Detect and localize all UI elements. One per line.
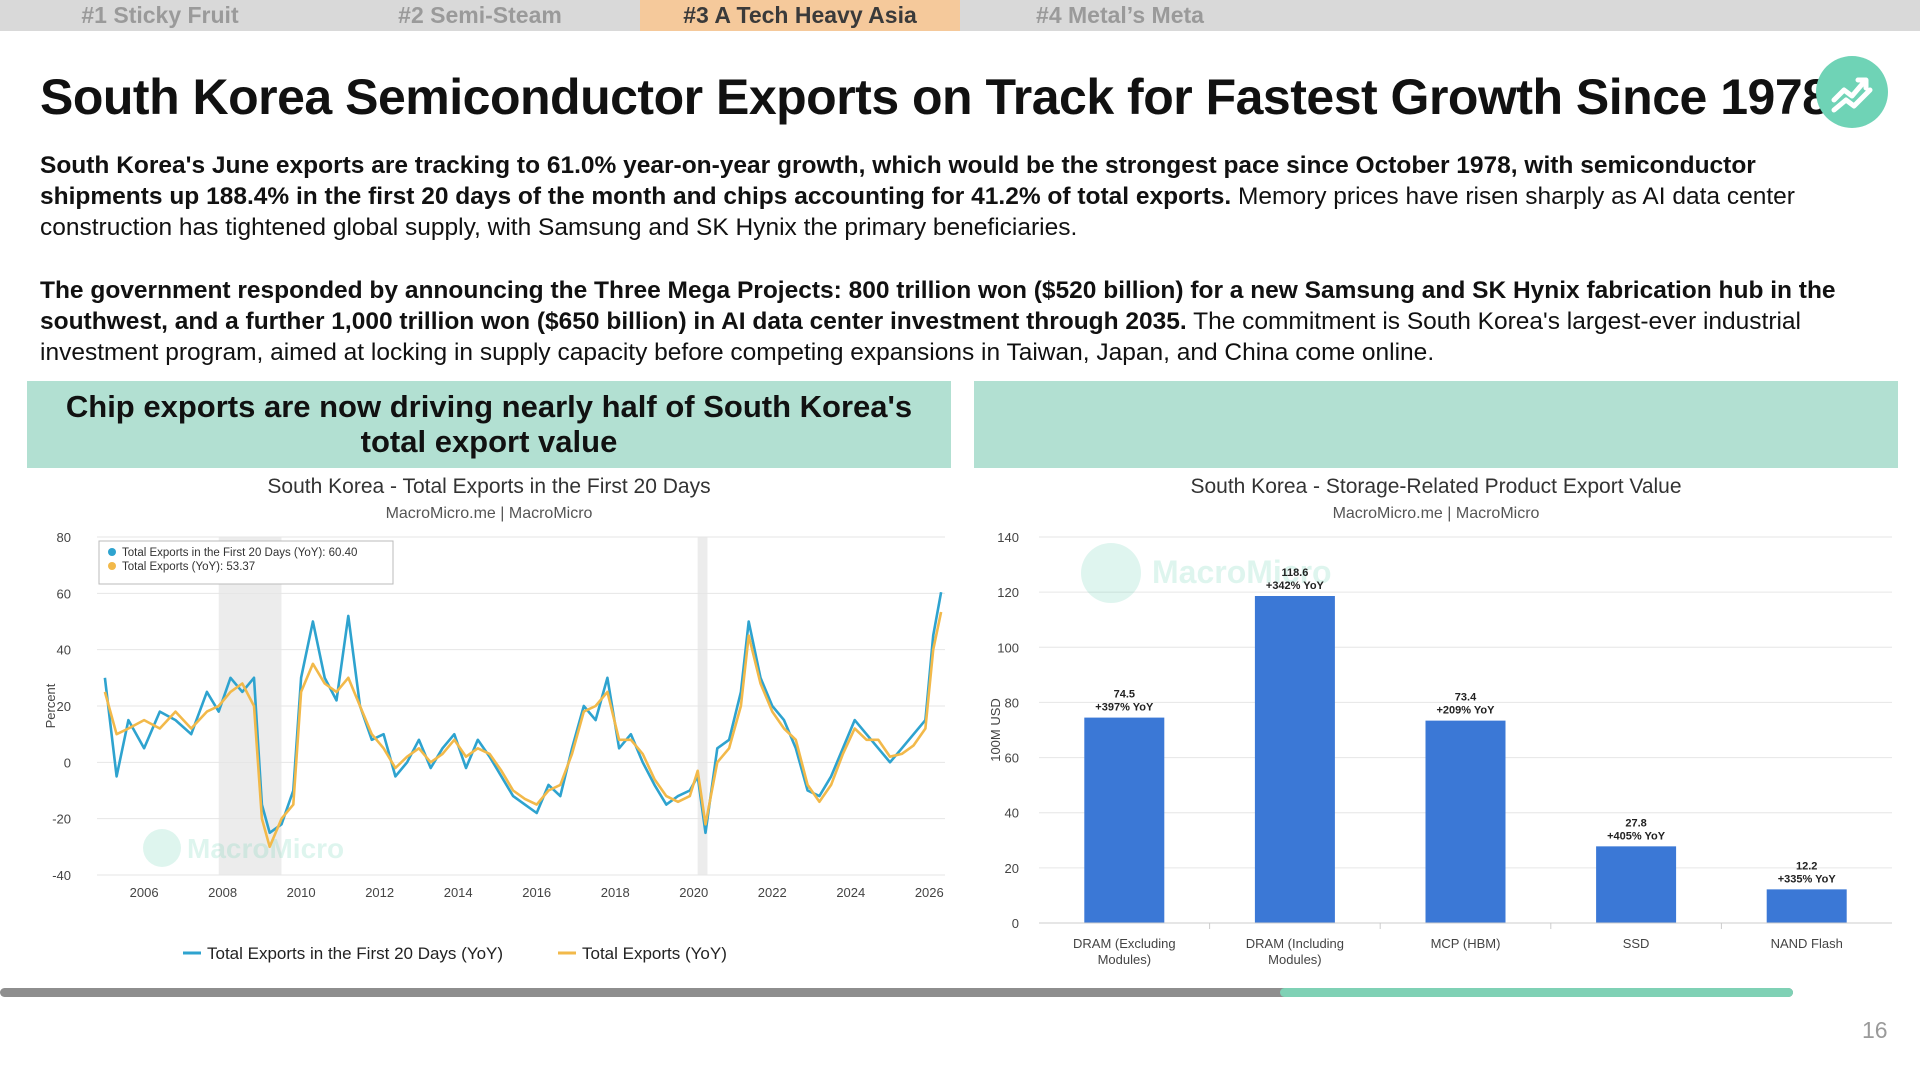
bar-yoy-label: +209% YoY	[1437, 705, 1496, 717]
paragraph-1-bold: South Korea's June exports are tracking …	[40, 152, 1756, 210]
x-category-label: Modules)	[1098, 952, 1151, 967]
bar	[1425, 720, 1506, 923]
y-tick-label: 100	[997, 640, 1019, 655]
x-category-label: MCP (HBM)	[1431, 936, 1501, 951]
y-tick-label: 80	[1005, 695, 1019, 710]
x-category-label: SSD	[1623, 936, 1650, 951]
x-tick-label: 2022	[758, 885, 787, 900]
page-number: 16	[1862, 1017, 1888, 1043]
line-chart-title: South Korea - Total Exports in the First…	[267, 475, 711, 498]
paragraph-2-text: The commitment is South Korea's largest-…	[40, 308, 1801, 366]
slide-progress-track	[0, 988, 1793, 997]
x-tick-label: 2010	[287, 885, 316, 900]
series-line-2	[103, 611, 943, 849]
left-panel-banner: Chip exports are now driving nearly half…	[27, 381, 951, 468]
x-category-label: Modules)	[1268, 952, 1321, 967]
tab-sticky-fruit[interactable]: #1 Sticky Fruit	[81, 2, 239, 28]
y-tick-label: 40	[1005, 806, 1019, 821]
y-tick-label: 20	[1005, 861, 1019, 876]
x-tick-label: 2020	[679, 885, 708, 900]
x-category-label: NAND Flash	[1771, 936, 1843, 951]
y-tick-label: 120	[997, 585, 1019, 600]
y-tick-label: 80	[57, 530, 71, 545]
paragraph-1-text: Memory prices have risen sharply as AI d…	[40, 183, 1795, 241]
page-title: South Korea Semiconductor Exports on Tra…	[40, 69, 1830, 125]
bar-yoy-label: +397% YoY	[1095, 702, 1154, 714]
bar-yoy-label: +405% YoY	[1607, 830, 1666, 842]
legend-box-frame	[98, 540, 394, 585]
watermark-label: MacroMicro	[187, 833, 344, 864]
y-axis-label: 100M USD	[988, 698, 1003, 762]
y-tick-label: 40	[57, 643, 71, 658]
legend-dot	[108, 548, 116, 556]
intro-paragraph-2: The government responded by announcing t…	[40, 275, 1885, 368]
line-chart-subtitle: MacroMicro.me | MacroMicro	[385, 505, 593, 522]
bar	[1596, 846, 1677, 923]
x-tick-label: 2026	[915, 885, 944, 900]
legend-entry: Total Exports (YoY)	[582, 944, 727, 963]
x-tick-label: 2006	[130, 885, 159, 900]
bar-chart: 140 120 100 80 60 40 20 0 100M USD MacroMicro 74.5…	[988, 530, 1892, 967]
line-chart: 80 60 40 20 0 -20 -40 2006 2008 2010 2012 2014 2016 2…	[43, 530, 945, 963]
chart-legend-box: Total Exports in the First 20 Days (YoY)…	[98, 540, 394, 585]
bar-value-label: 118.6	[1281, 567, 1308, 579]
y-tick-label: -40	[52, 868, 71, 883]
bar-yoy-label: +342% YoY	[1266, 580, 1325, 592]
watermark-label: MacroMicro	[1152, 554, 1332, 590]
bar-value-label: 73.4	[1455, 692, 1477, 704]
y-tick-label: 140	[997, 530, 1019, 545]
tab-tech-heavy-asia[interactable]: #3 A Tech Heavy Asia	[640, 0, 960, 31]
tab-semi-steam[interactable]: #2 Semi-Steam	[398, 2, 562, 28]
right-panel-banner	[974, 381, 1898, 468]
bar	[1766, 889, 1847, 923]
macromicro-chart-icon	[1816, 56, 1888, 128]
tab-metals-meta[interactable]: #4 Metal’s Meta	[1036, 2, 1204, 28]
bar-value-label: 27.8	[1625, 817, 1646, 829]
y-tick-label: 0	[1012, 916, 1019, 931]
legend-box-entry: Total Exports in the First 20 Days (YoY)…	[122, 547, 357, 559]
bar	[1254, 596, 1335, 923]
x-category-label: DRAM (Excluding	[1073, 936, 1176, 951]
y-tick-label: 60	[1005, 751, 1019, 766]
x-category-label: DRAM (Including	[1246, 936, 1344, 951]
intro-paragraph-1: South Korea's June exports are tracking …	[40, 150, 1885, 243]
macromicro-watermark-icon	[143, 829, 181, 867]
bar-chart-subtitle: MacroMicro.me | MacroMicro	[1332, 505, 1540, 522]
y-tick-label: 60	[57, 586, 71, 601]
y-axis-label: Percent	[43, 683, 58, 728]
x-tick-label: 2008	[208, 885, 237, 900]
bar-value-label: 12.2	[1796, 860, 1817, 872]
bar	[1084, 717, 1165, 923]
x-tick-label: 2012	[365, 885, 394, 900]
y-tick-label: -20	[52, 812, 71, 827]
y-tick-label: 20	[57, 699, 71, 714]
macromicro-watermark: MacroMicro	[143, 829, 344, 867]
x-tick-label: 2016	[522, 885, 551, 900]
x-tick-label: 2018	[601, 885, 630, 900]
x-tick-label: 2014	[444, 885, 473, 900]
macromicro-watermark: MacroMicro	[1081, 543, 1332, 603]
legend-box-entry: Total Exports (YoY): 53.37	[122, 561, 255, 573]
slide-progress-fill	[1280, 988, 1793, 997]
chart-bottom-legend: Total Exports in the First 20 Days (YoY)…	[183, 944, 727, 963]
section-tab-bar: #1 Sticky Fruit #2 Semi-Steam #3 A Tech …	[0, 0, 1920, 31]
legend-entry: Total Exports in the First 20 Days (YoY)	[207, 944, 503, 963]
x-tick-label: 2024	[836, 885, 865, 900]
bar-value-label: 74.5	[1114, 689, 1135, 701]
paragraph-2-bold: The government responded by announcing t…	[40, 277, 1836, 335]
bar-chart-title: South Korea - Storage-Related Product Ex…	[1190, 475, 1682, 498]
y-tick-label: 0	[64, 755, 71, 770]
left-banner-text: Chip exports are now driving nearly half…	[65, 389, 913, 459]
legend-dot	[108, 562, 116, 570]
bar-yoy-label: +335% YoY	[1778, 873, 1837, 885]
macromicro-watermark-icon	[1081, 543, 1141, 603]
